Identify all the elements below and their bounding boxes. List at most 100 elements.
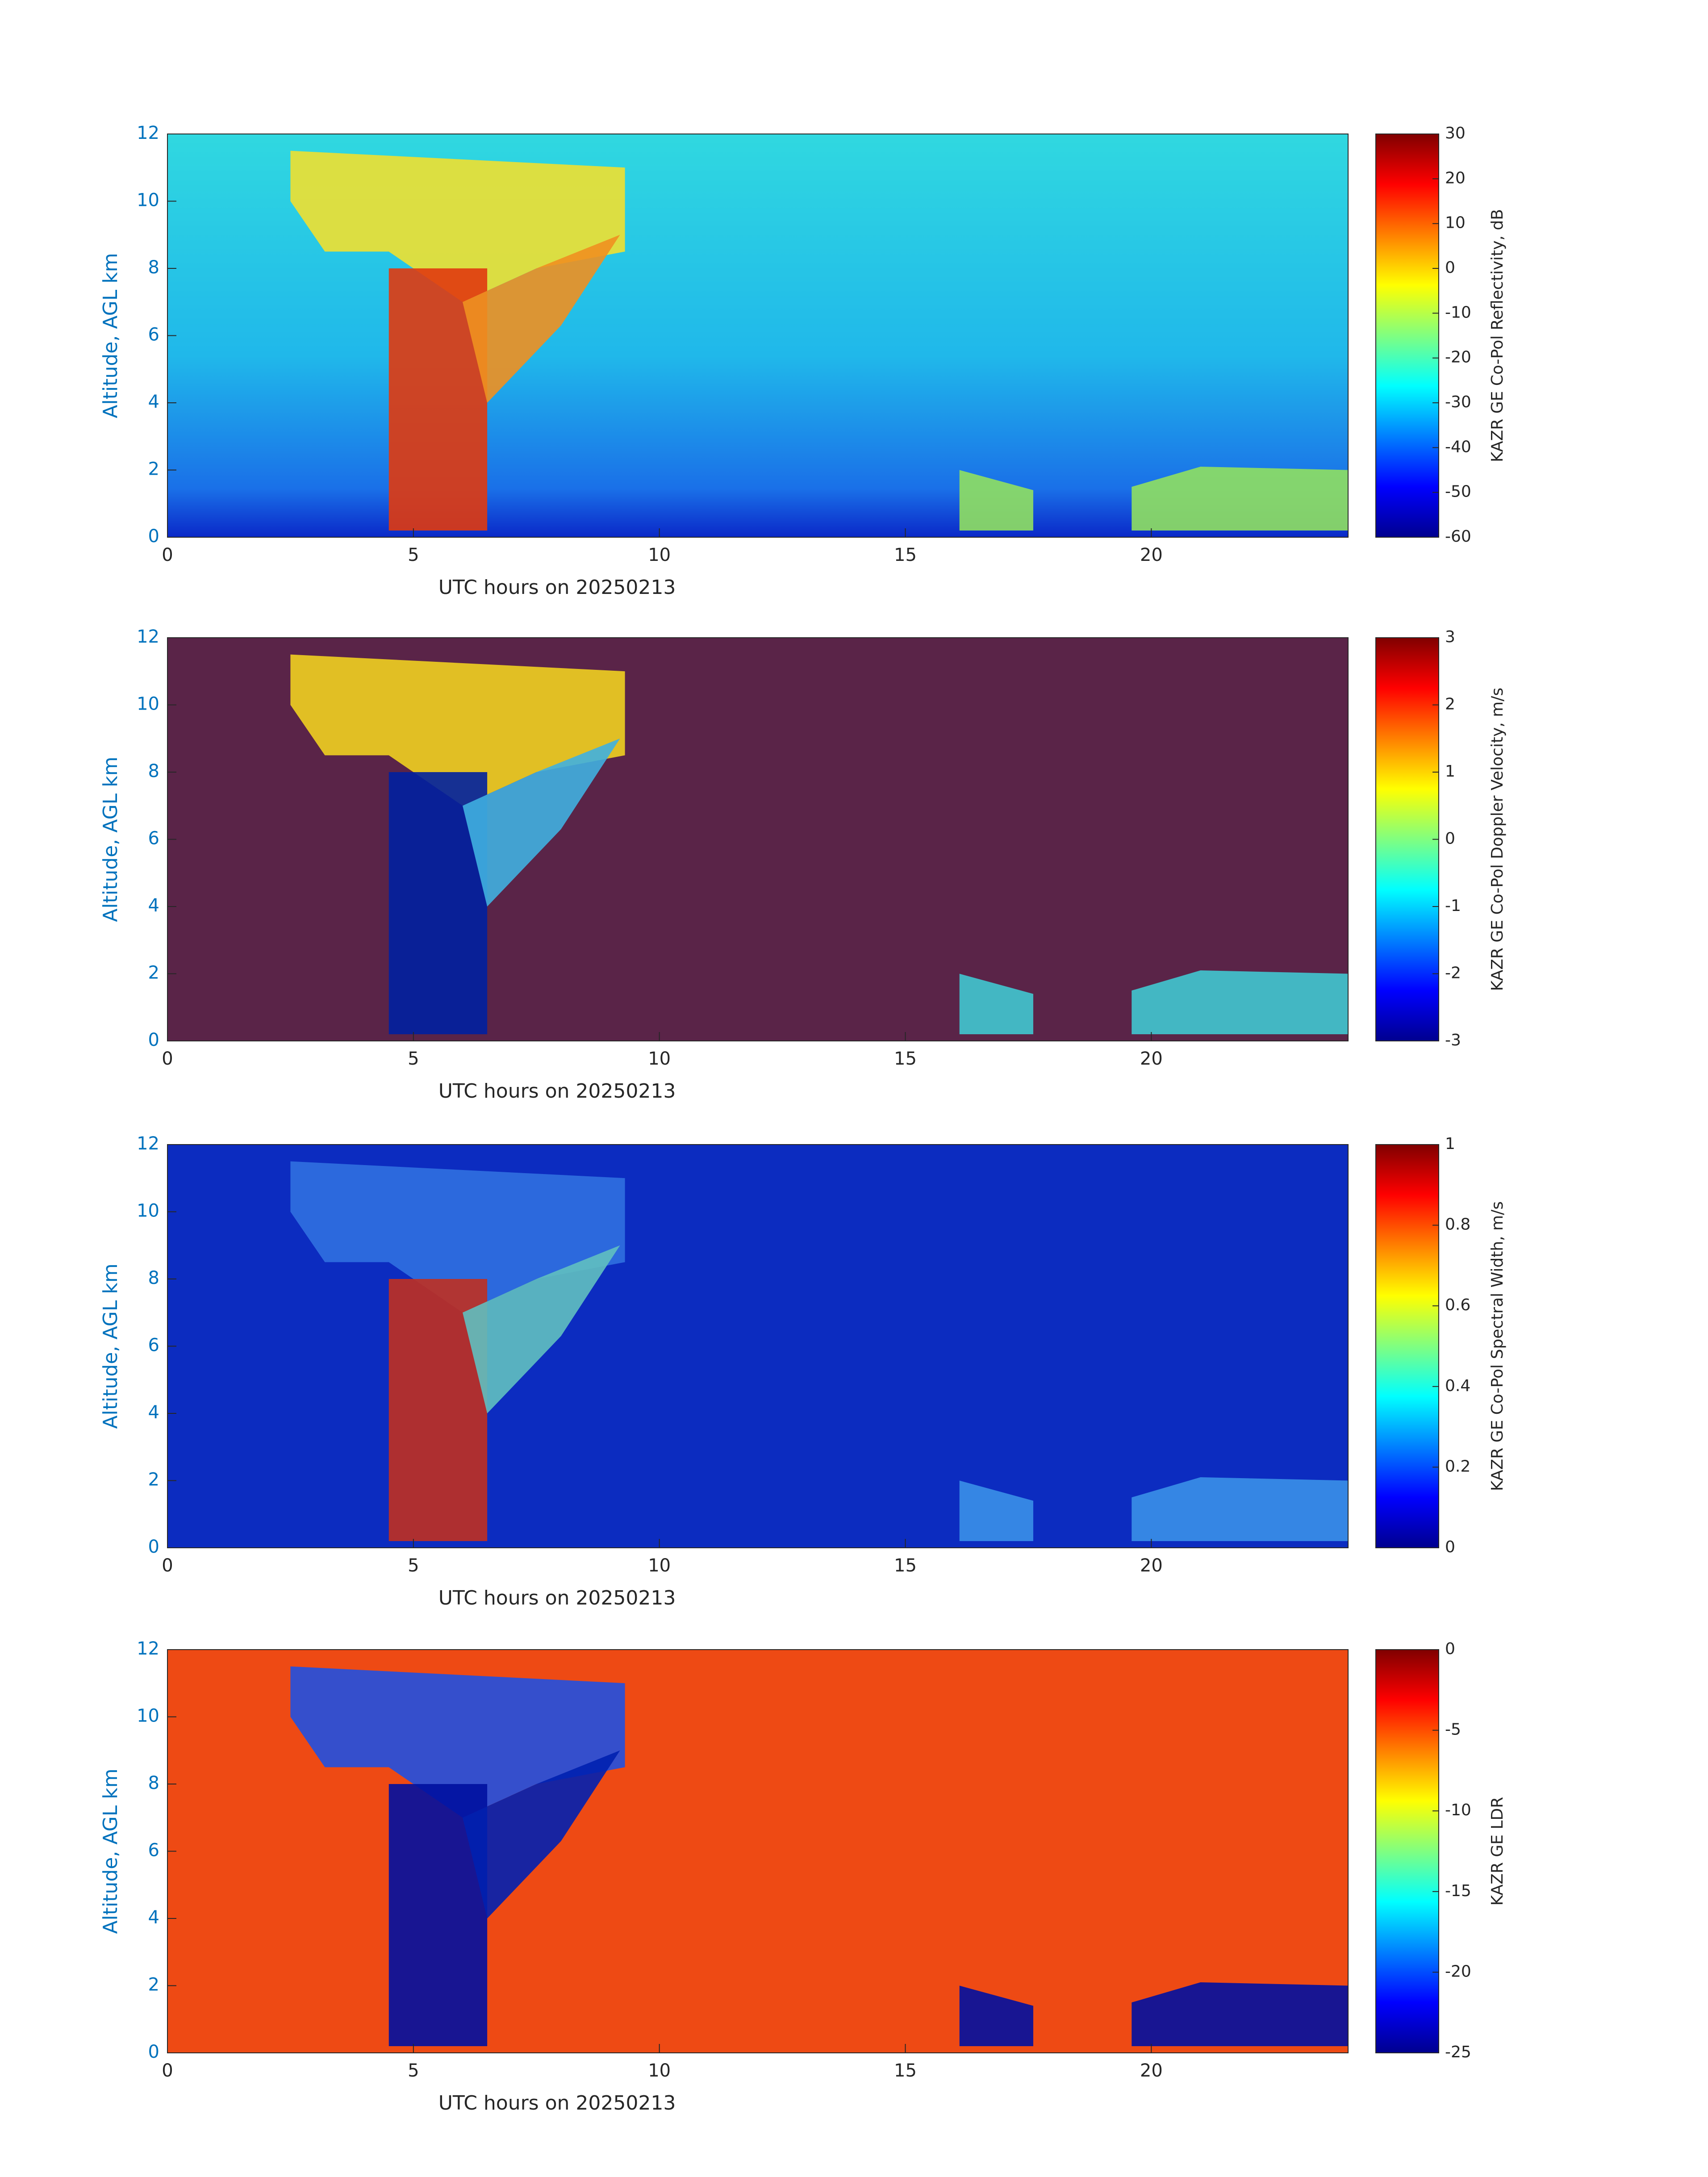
x-axis-label: UTC hours on 20250213 xyxy=(438,1587,676,1609)
y-tick-label: 6 xyxy=(148,828,159,849)
x-tick-label: 10 xyxy=(648,1049,671,1069)
y-tick-label: 2 xyxy=(148,1470,159,1490)
colorbar-tick-label: -40 xyxy=(1445,438,1471,456)
y-tick-label: 12 xyxy=(137,1638,159,1659)
x-tick-label: 5 xyxy=(408,1049,419,1069)
y-tick-label: 10 xyxy=(137,190,159,211)
x-tick-label: 0 xyxy=(162,1555,173,1576)
x-tick-label: 15 xyxy=(894,545,917,565)
cloud-region xyxy=(290,1161,625,1313)
y-tick-label: 2 xyxy=(148,459,159,480)
cloud-region xyxy=(959,1985,1033,2046)
colorbar-tick-label: -3 xyxy=(1445,1031,1461,1049)
y-tick-label: 2 xyxy=(148,1975,159,1995)
y-tick-label: 10 xyxy=(137,1706,159,1726)
y-tick-label: 8 xyxy=(148,761,159,781)
y-axis-label: Altitude, AGL km xyxy=(99,1263,122,1429)
cloud-region xyxy=(388,772,488,1034)
cloud-region xyxy=(388,1784,488,2046)
colorbar-tick-label: 0.8 xyxy=(1445,1216,1470,1234)
y-tick-label: 0 xyxy=(148,526,159,547)
colorbar xyxy=(1375,1144,1439,1548)
x-axis-label: UTC hours on 20250213 xyxy=(438,576,676,599)
y-tick-label: 6 xyxy=(148,325,159,345)
y-tick-label: 12 xyxy=(137,627,159,647)
y-tick-label: 10 xyxy=(137,1201,159,1221)
colorbar-tick-label: 30 xyxy=(1445,124,1466,142)
y-tick-label: 0 xyxy=(148,2042,159,2062)
colorbar-tick-label: -50 xyxy=(1445,483,1471,501)
x-axis-label: UTC hours on 20250213 xyxy=(438,2092,676,2114)
cloud-region xyxy=(1132,970,1348,1034)
y-tick-label: 10 xyxy=(137,694,159,715)
colorbar-label: KAZR GE Co-Pol Reflectivity, dB xyxy=(1488,209,1507,462)
colorbar-label: KAZR GE LDR xyxy=(1488,1797,1507,1906)
colorbar-tick-label: 0.6 xyxy=(1445,1296,1470,1314)
x-tick-label: 0 xyxy=(162,1049,173,1069)
y-tick-label: 12 xyxy=(137,123,159,143)
colorbar-tick-label: -20 xyxy=(1445,348,1471,367)
x-tick-label: 15 xyxy=(894,1049,917,1069)
colorbar-tick-label: -15 xyxy=(1445,1882,1471,1900)
colorbar-tick-label: -20 xyxy=(1445,1962,1471,1981)
colorbar-tick-label: 1 xyxy=(1445,1135,1455,1153)
colorbar xyxy=(1375,134,1439,538)
y-tick-label: 0 xyxy=(148,1537,159,1557)
colorbar xyxy=(1375,637,1439,1041)
x-tick-label: 10 xyxy=(648,545,671,565)
colorbar-tick-label: -1 xyxy=(1445,897,1461,915)
y-tick-label: 8 xyxy=(148,1773,159,1793)
x-tick-label: 20 xyxy=(1140,545,1163,565)
y-axis-label: Altitude, AGL km xyxy=(99,1768,122,1934)
cloud-region xyxy=(1132,1477,1348,1541)
colorbar-tick-label: 3 xyxy=(1445,628,1455,646)
x-tick-label: 0 xyxy=(162,545,173,565)
colorbar-tick-label: 2 xyxy=(1445,695,1455,714)
colorbar-tick-label: -2 xyxy=(1445,964,1461,982)
y-axis-label: Altitude, AGL km xyxy=(99,253,122,418)
cloud-region xyxy=(388,1279,488,1541)
x-tick-label: 15 xyxy=(894,2060,917,2081)
y-tick-label: 4 xyxy=(148,895,159,916)
cloud-region xyxy=(959,974,1033,1034)
y-tick-label: 0 xyxy=(148,1030,159,1050)
y-tick-label: 4 xyxy=(148,1402,159,1423)
cloud-region xyxy=(463,1245,620,1413)
cloud-region xyxy=(290,654,625,806)
x-tick-label: 5 xyxy=(408,2060,419,2081)
x-tick-label: 5 xyxy=(408,1555,419,1576)
colorbar-tick-label: 10 xyxy=(1445,214,1466,232)
colorbar-tick-label: 20 xyxy=(1445,169,1466,187)
y-tick-label: 8 xyxy=(148,1268,159,1288)
x-tick-label: 20 xyxy=(1140,1049,1163,1069)
colorbar-tick-label: -10 xyxy=(1445,1801,1471,1819)
colorbar-tick-label: 1 xyxy=(1445,762,1455,781)
x-tick-label: 10 xyxy=(648,1555,671,1576)
x-tick-label: 10 xyxy=(648,2060,671,2081)
colorbar-tick-label: 0 xyxy=(1445,830,1455,848)
cloud-region xyxy=(959,1480,1033,1541)
colorbar-label: KAZR GE Co-Pol Spectral Width, m/s xyxy=(1488,1201,1507,1491)
colorbar-tick-label: -25 xyxy=(1445,2043,1471,2061)
colorbar-tick-label: 0 xyxy=(1445,1538,1455,1556)
y-tick-label: 12 xyxy=(137,1133,159,1154)
colorbar xyxy=(1375,1649,1439,2053)
colorbar-tick-label: -60 xyxy=(1445,527,1471,546)
x-axis-label: UTC hours on 20250213 xyxy=(438,1080,676,1103)
colorbar-tick-label: -5 xyxy=(1445,1721,1461,1739)
colorbar-tick-label: 0 xyxy=(1445,1640,1455,1658)
y-tick-label: 6 xyxy=(148,1335,159,1356)
cloud-region xyxy=(463,234,620,403)
colorbar-tick-label: 0 xyxy=(1445,259,1455,277)
x-tick-label: 0 xyxy=(162,2060,173,2081)
cloud-region xyxy=(463,738,620,907)
colorbar-label: KAZR GE Co-Pol Doppler Velocity, m/s xyxy=(1488,688,1507,991)
colorbar-tick-label: -10 xyxy=(1445,303,1471,322)
cloud-region xyxy=(290,1666,625,1818)
x-tick-label: 20 xyxy=(1140,1555,1163,1576)
cloud-region xyxy=(959,470,1033,531)
colorbar-tick-label: -30 xyxy=(1445,393,1471,411)
y-tick-label: 4 xyxy=(148,1907,159,1928)
cloud-region xyxy=(463,1750,620,1918)
